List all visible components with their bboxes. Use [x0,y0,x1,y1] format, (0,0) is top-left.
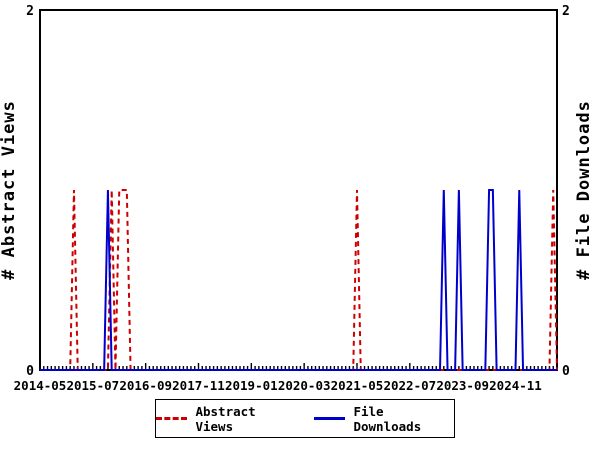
legend-dashed-line-sample [156,417,188,420]
y-right-tick-label: 2 [562,4,570,19]
series-line-abstract-views [40,189,558,371]
legend: Abstract Views File Downloads [155,399,455,438]
x-tick-label: 2020-03 [278,378,331,393]
x-tick-label: 2016-09 [119,378,172,393]
x-tick-label: 2019-01 [225,378,278,393]
y-right-tick-label: 0 [562,364,570,379]
x-tick-label: 2014-05 [14,378,67,393]
y-left-tick-label: 2 [26,4,34,19]
legend-label-file-downloads: File Downloads [353,403,422,434]
legend-entry-abstract-views: Abstract Views [156,404,296,434]
x-tick-label: 2015-07 [66,378,119,393]
left-axis-title: # Abstract Views [0,100,19,280]
plot-border [39,9,558,371]
x-tick-label: 2017-11 [172,378,225,393]
right-axis-title: # File Downloads [574,100,594,280]
y-left-tick-label: 0 [26,364,34,379]
legend-label-abstract-views: Abstract Views [195,403,256,434]
x-tick-label: 2024-11 [489,378,542,393]
x-tick-label: 2023-09 [436,378,489,393]
legend-entry-file-downloads: File Downloads [314,404,454,434]
series-line-file-downloads [40,189,557,371]
x-tick-label: 2021-05 [331,378,384,393]
legend-solid-line-sample [314,417,346,420]
x-tick-label: 2022-07 [383,378,436,393]
